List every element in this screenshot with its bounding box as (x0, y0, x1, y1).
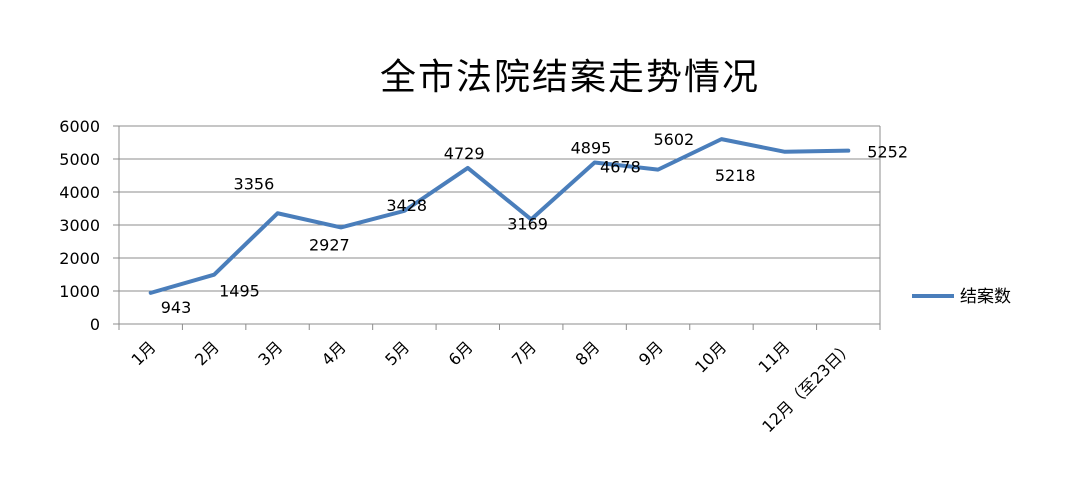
data-label: 3169 (507, 214, 548, 233)
data-label: 4895 (571, 138, 612, 157)
data-label: 1495 (219, 282, 260, 301)
data-label: 4729 (444, 144, 485, 163)
x-tick-label: 6月 (445, 337, 477, 369)
data-label: 2927 (309, 235, 350, 254)
data-label: 3428 (386, 196, 427, 215)
x-tick-label: 7月 (508, 337, 540, 369)
x-tick-label: 4月 (318, 337, 350, 369)
data-label: 5602 (653, 130, 694, 149)
x-tick-label: 10月 (691, 337, 730, 376)
legend-label: 结案数 (960, 287, 1011, 307)
data-label: 5252 (867, 143, 908, 162)
y-tick-label: 2000 (59, 249, 100, 268)
data-label: 5218 (715, 166, 756, 185)
y-tick-label: 6000 (59, 117, 100, 136)
data-label: 943 (161, 298, 192, 317)
y-tick-label: 4000 (59, 183, 100, 202)
data-label: 3356 (234, 174, 275, 193)
chart-title: 全市法院结案走势情况 (379, 57, 760, 98)
y-tick-label: 0 (90, 315, 100, 334)
x-tick-label: 11月 (755, 337, 794, 376)
x-tick-label: 3月 (254, 337, 286, 369)
x-tick-label: 5月 (381, 337, 413, 369)
x-tick-label: 9月 (635, 337, 667, 369)
y-tick-label: 3000 (59, 216, 100, 235)
y-tick-label: 5000 (59, 150, 100, 169)
data-label: 4678 (600, 158, 641, 177)
y-tick-label: 1000 (59, 282, 100, 301)
series-line (148, 137, 851, 295)
x-tick-label: 2月 (191, 337, 223, 369)
x-tick-label: 1月 (128, 337, 160, 369)
x-tick-label: 8月 (572, 337, 604, 369)
